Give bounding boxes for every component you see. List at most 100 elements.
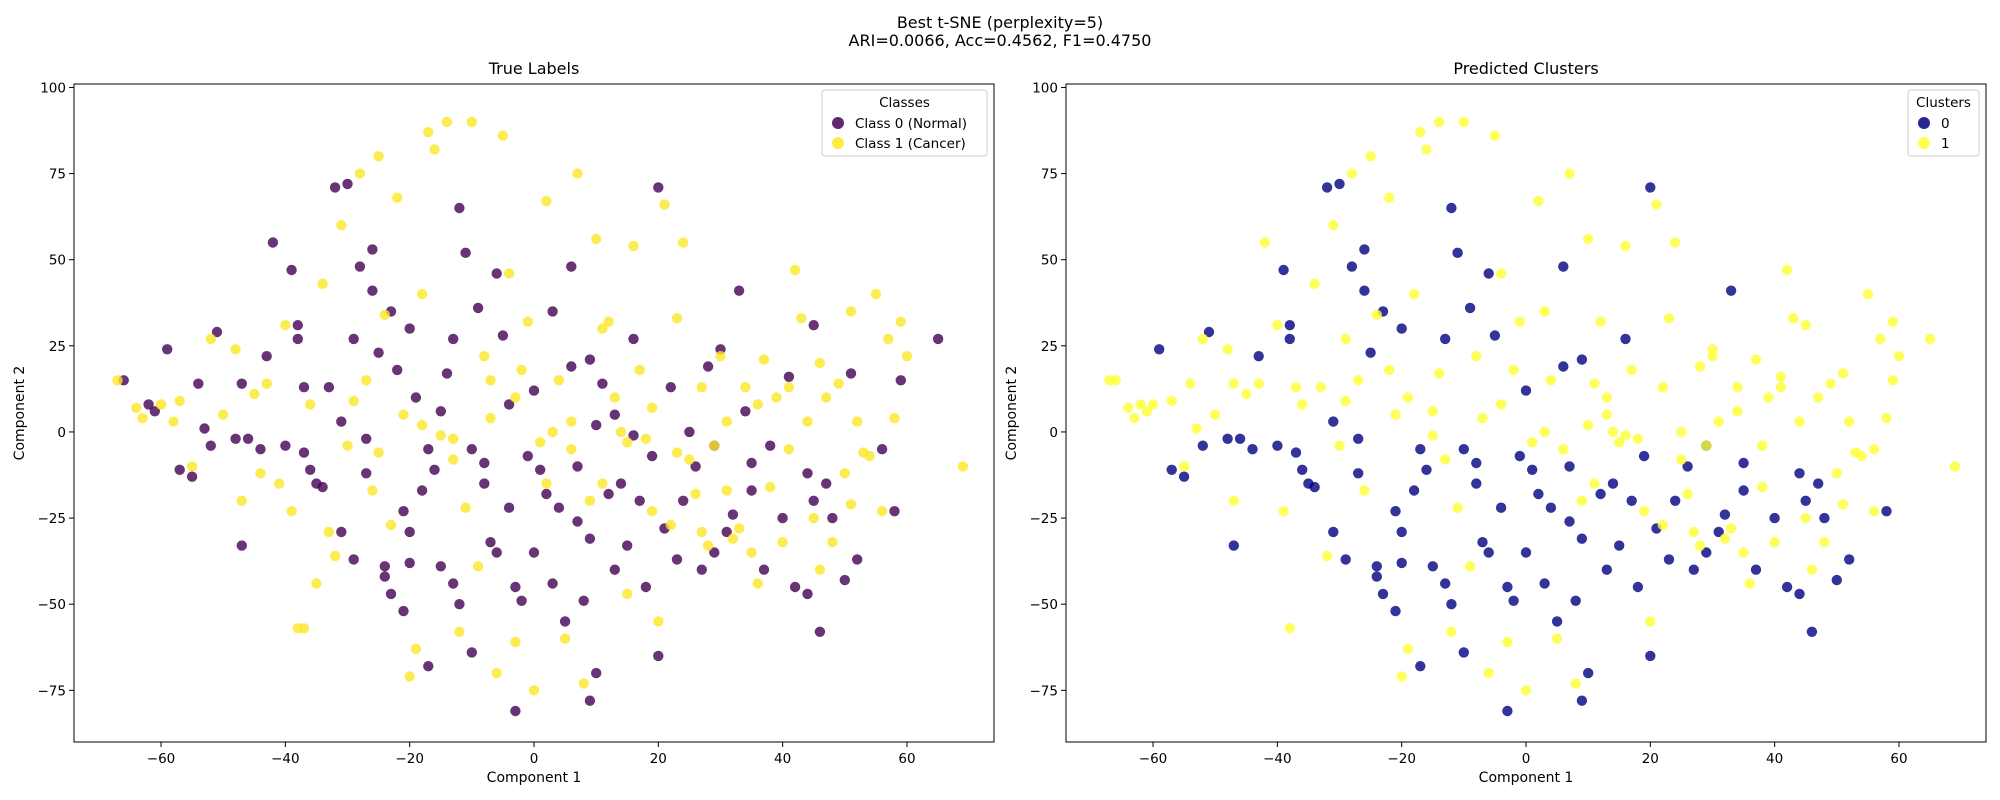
data-point	[553, 502, 565, 513]
data-point	[1328, 220, 1339, 231]
data-point	[218, 409, 229, 420]
data-point	[1396, 323, 1407, 334]
data-point	[1297, 464, 1308, 475]
data-point	[1390, 506, 1401, 517]
data-point	[1514, 450, 1526, 462]
data-point	[1595, 488, 1606, 500]
data-point	[821, 392, 832, 403]
data-point	[1533, 488, 1544, 500]
data-point	[1489, 130, 1501, 141]
data-point	[646, 402, 658, 413]
data-point	[1645, 650, 1656, 662]
data-point	[510, 581, 521, 593]
data-point	[566, 361, 577, 372]
data-point	[1396, 557, 1407, 569]
data-point	[1477, 413, 1488, 424]
data-point	[765, 440, 776, 451]
data-point	[1924, 333, 1936, 345]
data-point	[1844, 554, 1855, 565]
data-point	[1638, 506, 1650, 517]
data-point	[1757, 440, 1768, 451]
data-point	[758, 354, 770, 365]
data-point	[1464, 561, 1476, 572]
data-point	[305, 464, 316, 475]
data-point	[1775, 382, 1787, 393]
data-point	[696, 382, 707, 393]
data-point	[1123, 402, 1134, 413]
data-point	[348, 554, 359, 565]
data-point	[746, 485, 757, 496]
data-point	[839, 468, 850, 479]
data-point	[435, 430, 446, 441]
data-point	[329, 182, 341, 193]
data-point	[758, 564, 770, 575]
data-point	[1713, 416, 1724, 427]
y-tick-label: 100	[1032, 80, 1058, 96]
data-point	[1682, 488, 1693, 500]
data-point	[1334, 440, 1345, 451]
data-point	[361, 375, 372, 386]
data-point	[1620, 430, 1631, 441]
data-point	[1800, 320, 1811, 331]
legend-label: 0	[1941, 116, 1950, 132]
data-point	[1334, 178, 1345, 190]
data-point	[522, 450, 533, 462]
data-point	[168, 416, 179, 427]
data-point	[236, 495, 247, 506]
data-point	[336, 416, 347, 427]
data-point	[653, 650, 664, 662]
data-point	[1601, 564, 1613, 575]
data-point	[1558, 444, 1569, 455]
data-point	[1688, 526, 1700, 538]
data-point	[1384, 364, 1395, 376]
data-point	[1794, 588, 1805, 600]
data-point	[821, 478, 832, 489]
data-point	[572, 461, 583, 472]
data-point	[1539, 426, 1550, 438]
y-tick-label: −50	[1030, 597, 1059, 613]
data-point	[249, 388, 260, 400]
figure-suptitle-line2: ARI=0.0066, Acc=0.4562, F1=0.4750	[849, 31, 1152, 50]
data-point	[1831, 468, 1843, 479]
data-point	[559, 616, 571, 627]
y-tick-label: 75	[49, 167, 66, 183]
data-point	[317, 278, 328, 289]
data-point	[410, 643, 422, 655]
y-tick-label: 50	[49, 253, 66, 269]
data-point	[876, 506, 888, 517]
data-point	[286, 264, 297, 276]
data-point	[479, 351, 490, 362]
data-point	[454, 599, 465, 610]
data-point	[323, 382, 335, 393]
data-point	[230, 344, 241, 355]
data-point	[1837, 368, 1849, 379]
data-point	[1626, 495, 1637, 506]
data-point	[553, 375, 565, 386]
data-point	[721, 416, 732, 427]
data-point	[1241, 388, 1252, 400]
data-point	[348, 333, 359, 345]
data-point	[1197, 333, 1209, 345]
data-point	[1757, 481, 1768, 493]
legend-marker	[1918, 117, 1930, 129]
data-point	[466, 444, 477, 455]
data-point	[379, 571, 390, 582]
data-point	[174, 464, 185, 475]
data-point	[1800, 495, 1811, 506]
data-point	[1825, 378, 1836, 389]
data-point	[361, 433, 372, 444]
data-point	[889, 413, 900, 424]
data-point	[398, 605, 409, 617]
data-point	[516, 595, 527, 606]
data-point	[1875, 333, 1886, 345]
data-point	[932, 333, 944, 345]
data-point	[615, 478, 627, 489]
data-point	[205, 333, 216, 345]
data-point	[802, 416, 813, 427]
data-point	[1166, 395, 1177, 407]
data-point	[1769, 537, 1780, 548]
data-point	[833, 378, 844, 389]
data-point	[1365, 347, 1376, 358]
data-point	[721, 485, 732, 496]
data-point	[466, 647, 477, 658]
